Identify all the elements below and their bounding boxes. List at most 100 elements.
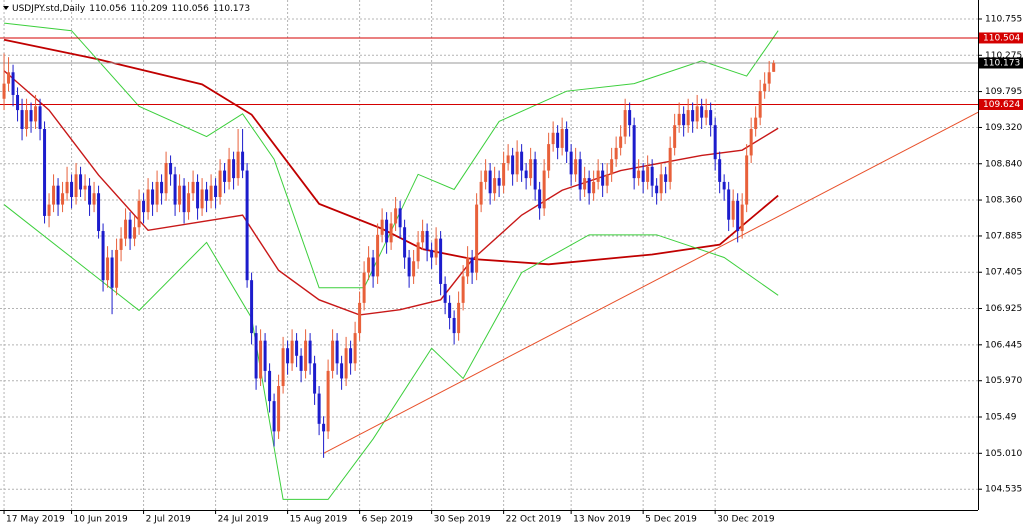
candle-body [70,181,74,198]
candle-body [407,257,411,277]
candle-body [551,132,555,145]
candle-body [718,159,722,182]
candle-body [47,204,51,216]
candle-body [182,185,186,213]
y-tick-label: 105.49 [985,413,1017,423]
candle-body [605,174,609,186]
candle-body [250,280,254,334]
candle-body [700,106,704,118]
candle-body [34,106,38,122]
candle-body [236,151,240,179]
candle-body [209,185,213,201]
candle-body [362,272,366,303]
candle-body [2,83,6,99]
candle-body [340,363,344,379]
candle-body [713,125,717,160]
candle-body [412,261,416,277]
candle-body [637,170,641,179]
candle-body [547,144,551,171]
candle-body [52,185,56,205]
candle-body [322,423,326,432]
candle-body [533,159,537,190]
x-tick-label: 30 Dec 2019 [717,515,775,525]
candle-body [569,151,573,175]
candle-body [542,170,546,209]
candle-body [416,242,420,262]
price-label: 110.504 [983,33,1020,43]
candle-body [61,193,65,205]
candle-body [583,178,587,190]
candle-body [484,170,488,182]
candle-body [641,170,645,182]
header-open: 110.056 [89,4,126,14]
candle-body [295,340,299,356]
candle-body [538,189,542,209]
candle-body [650,166,654,186]
candle-body [673,125,677,148]
header-low: 110.056 [172,4,209,14]
y-tick-label: 105.010 [985,449,1022,459]
chart-title: USDJPY.std,Daily [12,4,86,14]
candle-body [151,189,155,205]
candle-body [592,181,596,194]
candle-body [115,249,119,288]
x-tick-label: 5 Dec 2019 [645,515,697,525]
candle-body [326,370,330,432]
candle-body [205,189,209,201]
candle-body [488,170,492,194]
candle-body [299,355,303,371]
candle-body [740,204,744,232]
candle-body [587,178,591,194]
candle-body [439,238,443,284]
y-tick-label: 107.405 [985,268,1022,278]
candle-body [353,333,357,364]
candle-body [614,147,618,160]
candle-body [601,170,605,186]
candle-body [421,231,425,243]
y-tick-label: 109.320 [985,123,1022,133]
candle-body [511,155,515,175]
candle-body [434,238,438,258]
candle-body [704,110,708,118]
candle-body [763,83,767,92]
candle-body [430,249,434,258]
candle-body [628,110,632,126]
candle-body [722,181,726,190]
candle-body [565,128,569,152]
plot-area [0,22,978,500]
candle-body [367,257,371,273]
candle-body [758,91,762,118]
x-tick-label: 2 Jul 2019 [146,515,191,525]
x-tick-label: 6 Sep 2019 [362,515,414,525]
candle-body [754,117,758,129]
candle-body [655,185,659,194]
candle-body [335,340,339,364]
candle-body [349,348,353,364]
candle-body [646,166,650,182]
candle-body [632,125,636,179]
candle-body [232,159,236,179]
indicator-line [3,204,779,500]
candle-body [83,185,87,190]
candle-body [56,185,60,205]
candle-body [191,181,195,194]
candle-body [524,170,528,179]
candle-body [106,257,110,281]
candle-body [619,136,623,148]
candle-body [43,128,47,216]
candle-body [623,110,627,137]
candle-body [448,302,452,318]
candle-body [38,106,42,129]
x-tick-label: 30 Sep 2019 [434,515,491,525]
candle-body [425,231,429,250]
candle-body [88,185,92,205]
candle-body [281,348,285,387]
candle-body [475,204,479,273]
candle-body [668,147,672,182]
candle-body [74,174,78,198]
candle-body [443,283,447,303]
candle-body [371,257,375,277]
candle-body [691,110,695,122]
